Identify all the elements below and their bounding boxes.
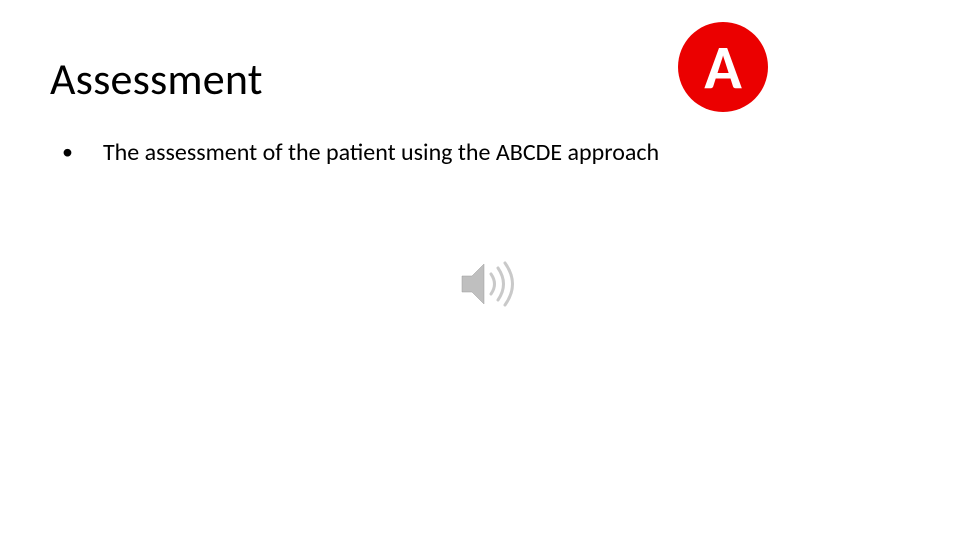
badge-letter: A — [704, 36, 742, 98]
bullet-marker: • — [62, 138, 73, 166]
slide-title: Assessment — [50, 52, 263, 106]
bullet-text: The assessment of the patient using the … — [103, 138, 659, 168]
speaker-icon[interactable] — [458, 258, 518, 310]
bullet-item: • The assessment of the patient using th… — [62, 138, 659, 168]
badge-circle: A — [678, 22, 768, 112]
slide: Assessment A • The assessment of the pat… — [0, 0, 960, 540]
